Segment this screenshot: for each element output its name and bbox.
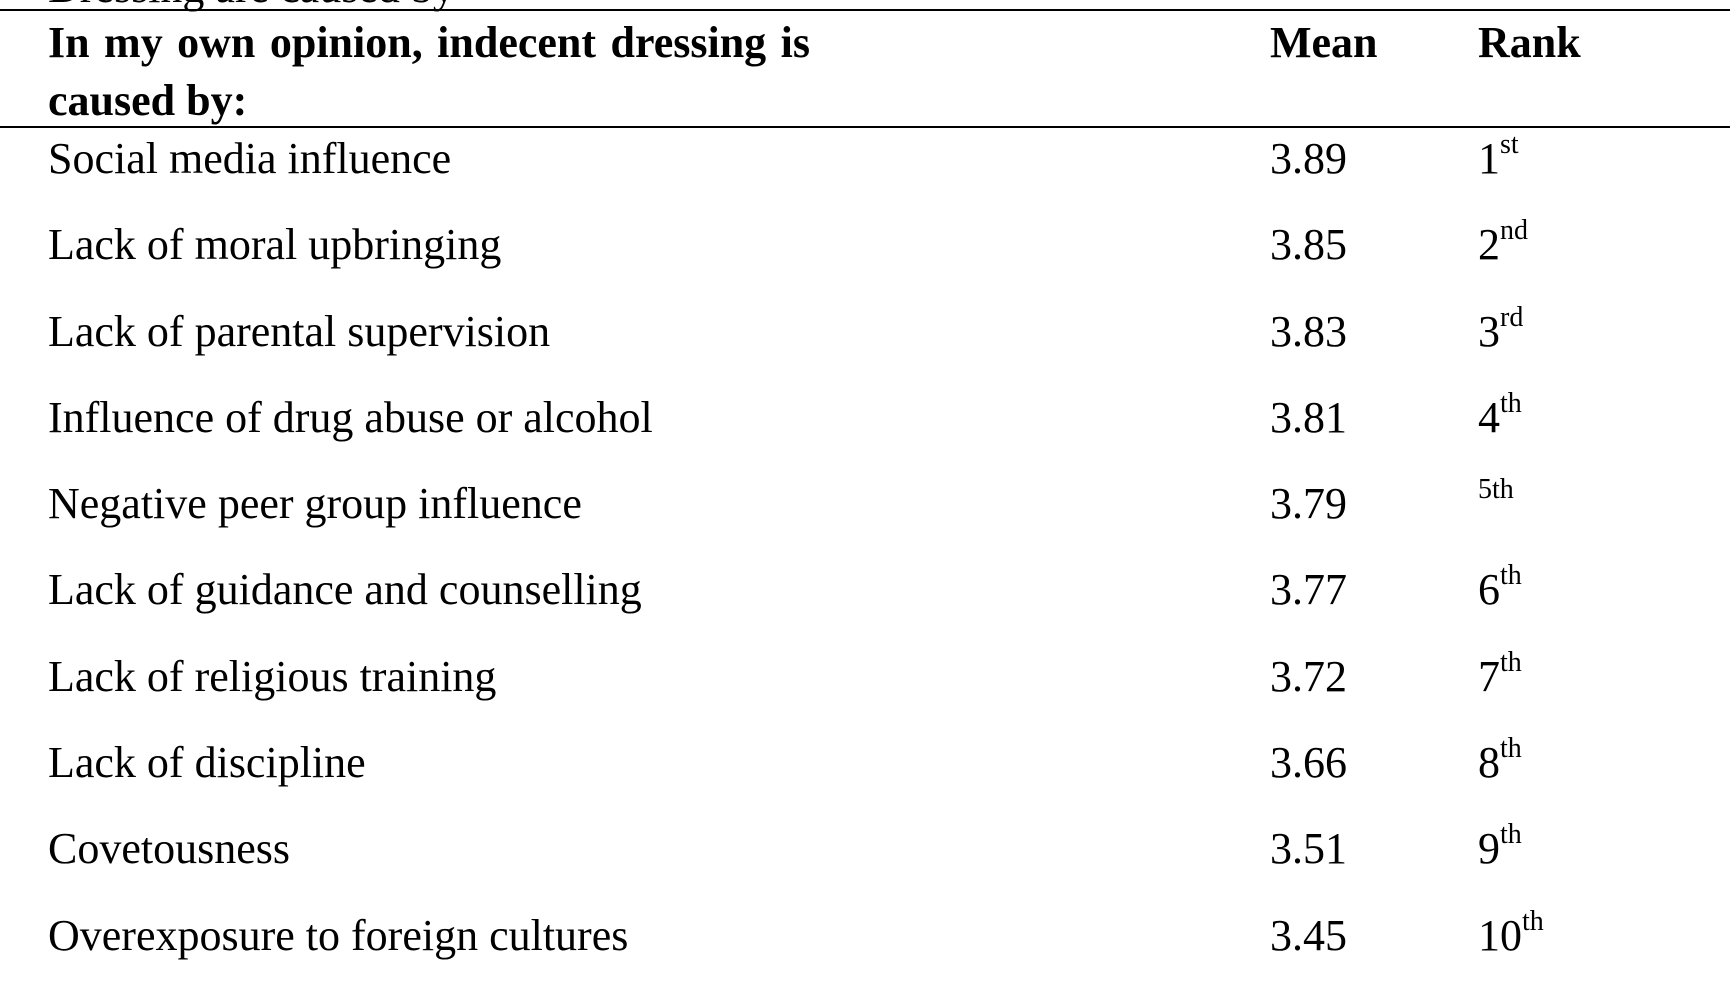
table-top-rule xyxy=(0,9,1730,11)
rank-cell: 5th xyxy=(1478,473,1514,541)
mean-cell: 3.72 xyxy=(1270,651,1347,701)
rank-number: 2 xyxy=(1478,220,1500,270)
cause-cell: Influence of drug abuse or alcohol xyxy=(48,392,653,442)
table-body: Social media influence 3.89 1st Lack of … xyxy=(0,128,1730,991)
rank-cell: 10th xyxy=(1478,905,1544,973)
rank-cell: 1st xyxy=(1478,128,1519,196)
rank-suffix: rd xyxy=(1500,301,1524,333)
rank-suffix: st xyxy=(1500,129,1519,160)
caption-fragment: Dressing are caused by xyxy=(48,0,455,10)
table-row: Lack of discipline 3.66 8th xyxy=(0,732,1730,818)
table-row: Influence of drug abuse or alcohol 3.81 … xyxy=(0,387,1730,473)
table-row: Covetousness 3.51 9th xyxy=(0,818,1730,904)
mean-cell: 3.81 xyxy=(1270,392,1347,442)
cause-cell: Negative peer group influence xyxy=(48,479,582,529)
rank-number: 7 xyxy=(1478,651,1500,701)
rank-number: 3 xyxy=(1478,306,1500,356)
mean-cell: 3.83 xyxy=(1270,306,1347,356)
rank-number: 4 xyxy=(1478,392,1500,442)
table-row: Lack of moral upbringing 3.85 2nd xyxy=(0,214,1730,300)
rank-cell: 8th xyxy=(1478,732,1522,800)
mean-cell: 3.79 xyxy=(1270,479,1347,529)
header-mean: Mean xyxy=(1270,18,1378,67)
mean-cell: 3.85 xyxy=(1270,220,1347,270)
cause-cell: Lack of parental supervision xyxy=(48,306,551,356)
mean-cell: 3.77 xyxy=(1270,565,1347,615)
rank-cell: 6th xyxy=(1478,559,1522,627)
cause-cell: Social media influence xyxy=(48,134,452,183)
mean-cell: 3.51 xyxy=(1270,824,1347,874)
rank-suffix: th xyxy=(1500,646,1522,678)
mean-cell: 3.45 xyxy=(1270,910,1347,960)
cause-cell: Overexposure to foreign cultures xyxy=(48,910,629,960)
table-row: Lack of parental supervision 3.83 3rd xyxy=(0,301,1730,387)
rank-suffix: th xyxy=(1500,387,1522,419)
rank-suffix: th xyxy=(1500,819,1522,851)
rank-cell: 9th xyxy=(1478,818,1522,886)
header-question: In my own opinion, indecent dressing is … xyxy=(48,18,810,125)
rank-number: 6 xyxy=(1478,565,1500,615)
rank-suffix: th xyxy=(1500,733,1522,765)
rank-cell: 2nd xyxy=(1478,214,1528,282)
rank-number: 10 xyxy=(1478,910,1522,960)
rank-small-text: 5th xyxy=(1478,474,1514,506)
table-row: Overexposure to foreign cultures 3.45 10… xyxy=(0,905,1730,991)
mean-cell: 3.66 xyxy=(1270,738,1347,788)
rank-cell: 7th xyxy=(1478,646,1522,714)
cause-cell: Covetousness xyxy=(48,824,290,874)
header-bottom-rule xyxy=(0,126,1730,128)
rank-suffix: th xyxy=(1500,560,1522,592)
rank-suffix: th xyxy=(1522,905,1544,937)
rank-cell: 3rd xyxy=(1478,301,1523,369)
table-row: Negative peer group influence 3.79 5th xyxy=(0,473,1730,559)
cause-cell: Lack of moral upbringing xyxy=(48,220,502,270)
mean-cell: 3.89 xyxy=(1270,134,1347,183)
cause-cell: Lack of discipline xyxy=(48,738,366,788)
rank-number: 8 xyxy=(1478,738,1500,788)
rank-cell: 4th xyxy=(1478,387,1522,455)
table-row: Lack of religious training 3.72 7th xyxy=(0,646,1730,732)
table-row: Lack of guidance and counselling 3.77 6t… xyxy=(0,559,1730,645)
header-rank: Rank xyxy=(1478,18,1581,67)
rank-number: 1 xyxy=(1478,134,1500,183)
cause-cell: Lack of religious training xyxy=(48,651,497,701)
cause-cell: Lack of guidance and counselling xyxy=(48,565,642,615)
table-row: Social media influence 3.89 1st xyxy=(0,128,1730,214)
rank-suffix: nd xyxy=(1500,215,1528,247)
rank-number: 9 xyxy=(1478,824,1500,874)
